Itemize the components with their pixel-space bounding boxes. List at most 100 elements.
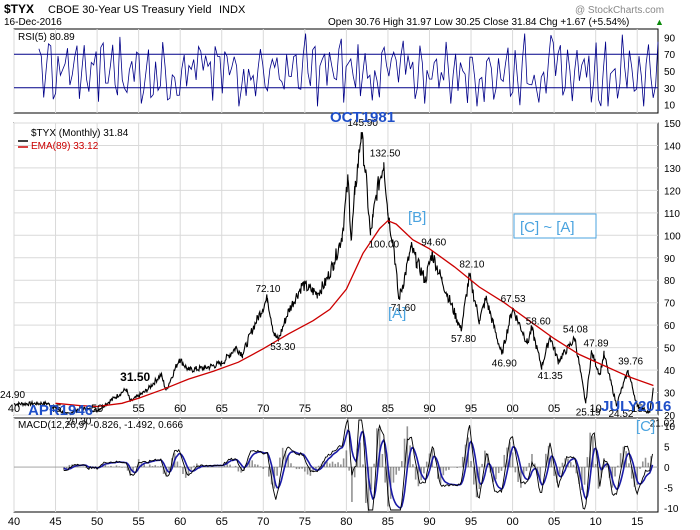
x-tick-label: 60 bbox=[174, 403, 186, 415]
annotation-apr1946: APR1946 bbox=[28, 402, 93, 419]
x-tick-label: 70 bbox=[257, 403, 269, 415]
price-data-label: 31.50 bbox=[120, 370, 150, 384]
watermark: @ StockCharts.com bbox=[575, 5, 664, 16]
price-data-label: 132.50 bbox=[370, 148, 401, 159]
x-tick-label: 80 bbox=[340, 403, 352, 415]
annotation-wave-b: [B] bbox=[408, 209, 426, 226]
x-tick-label: 00 bbox=[506, 403, 518, 415]
x-tick-label: 80 bbox=[340, 516, 352, 528]
price-data-label: 46.90 bbox=[492, 359, 517, 370]
price-data-label: 24.90 bbox=[0, 390, 25, 401]
y-tick-label: 100 bbox=[664, 231, 681, 242]
x-tick-label: 45 bbox=[49, 516, 61, 528]
x-tick-label: 50 bbox=[91, 516, 103, 528]
y-tick-label: 110 bbox=[664, 209, 680, 220]
price-data-label: 47.89 bbox=[584, 338, 609, 349]
x-tick-label: 75 bbox=[299, 516, 311, 528]
macd-tick-label: 10 bbox=[664, 422, 676, 433]
price-data-label: 72.10 bbox=[255, 284, 280, 295]
price-data-label: 41.35 bbox=[538, 371, 563, 382]
y-tick-label: 120 bbox=[664, 186, 681, 197]
annotation-oct1981: OCT1981 bbox=[330, 109, 395, 126]
x-tick-label: 85 bbox=[382, 403, 394, 415]
symbol-name: CBOE 30-Year US Treasury Yield bbox=[48, 4, 211, 16]
annotation-c-equals-a: [C] ~ [A] bbox=[520, 219, 575, 236]
price-data-label: 39.76 bbox=[618, 357, 643, 368]
rsi-tick-label: 30 bbox=[664, 84, 676, 95]
y-tick-label: 30 bbox=[664, 389, 676, 400]
macd-tick-label: -10 bbox=[664, 504, 679, 515]
x-tick-label: 90 bbox=[423, 516, 435, 528]
x-tick-label: 40 bbox=[8, 403, 20, 415]
y-tick-label: 150 bbox=[664, 119, 681, 130]
price-data-label: 25.19 bbox=[576, 407, 601, 418]
x-tick-label: 00 bbox=[506, 516, 518, 528]
x-tick-label: 95 bbox=[465, 403, 477, 415]
price-data-label: 71.60 bbox=[391, 303, 416, 314]
x-tick-label: 10 bbox=[590, 516, 602, 528]
price-data-label: 94.60 bbox=[421, 237, 446, 248]
x-tick-label: 15 bbox=[631, 403, 643, 415]
chart-date: 16-Dec-2016 bbox=[4, 17, 62, 28]
macd-tick-label: -5 bbox=[664, 483, 673, 494]
price-data-label: 57.80 bbox=[451, 334, 476, 345]
x-tick-label: 40 bbox=[8, 516, 20, 528]
macd-series-line bbox=[63, 418, 653, 511]
price-data-label: 54.08 bbox=[563, 324, 588, 335]
x-tick-label: 55 bbox=[133, 403, 145, 415]
y-tick-label: 90 bbox=[664, 254, 676, 265]
rsi-tick-label: 70 bbox=[664, 50, 676, 61]
y-tick-label: 40 bbox=[664, 366, 676, 377]
x-tick-label: 05 bbox=[548, 516, 560, 528]
ema-series-line bbox=[55, 219, 654, 408]
x-tick-label: 75 bbox=[299, 403, 311, 415]
annotation-july2016: JULY2016 bbox=[601, 398, 671, 415]
ohlc-summary: Open 30.76 High 31.97 Low 30.25 Close 31… bbox=[328, 17, 629, 28]
x-tick-label: 55 bbox=[133, 516, 145, 528]
x-tick-label: 70 bbox=[257, 516, 269, 528]
ema-legend: EMA(89) 33.12 bbox=[31, 141, 99, 152]
rsi-tick-label: 50 bbox=[664, 67, 676, 78]
x-tick-label: 65 bbox=[216, 516, 228, 528]
x-tick-label: 60 bbox=[174, 516, 186, 528]
y-tick-label: 20 bbox=[664, 411, 676, 422]
y-tick-label: 130 bbox=[664, 164, 681, 175]
macd-signal-line bbox=[63, 429, 654, 510]
price-data-label: 20.30 bbox=[66, 416, 91, 427]
y-tick-label: 70 bbox=[664, 299, 676, 310]
macd-tick-label: 5 bbox=[664, 443, 670, 454]
x-tick-label: 45 bbox=[49, 403, 61, 415]
macd-tick-label: 0 bbox=[664, 463, 670, 474]
x-tick-label: 65 bbox=[216, 403, 228, 415]
x-tick-label: 90 bbox=[423, 403, 435, 415]
y-tick-label: 80 bbox=[664, 276, 676, 287]
y-tick-label: 140 bbox=[664, 141, 681, 152]
annotation-wave-a: [A] bbox=[388, 305, 406, 322]
rsi-tick-label: 10 bbox=[664, 101, 676, 112]
x-tick-label: 10 bbox=[590, 403, 602, 415]
y-tick-label: 50 bbox=[664, 344, 676, 355]
price-data-label: 67.53 bbox=[501, 294, 526, 305]
symbol: $TYX bbox=[4, 2, 34, 16]
price-data-label: 24.52 bbox=[608, 409, 633, 420]
rsi-tick-label: 90 bbox=[664, 33, 676, 44]
price-series-line bbox=[13, 132, 654, 416]
price-data-label: 100.00 bbox=[368, 239, 399, 250]
x-tick-label: 05 bbox=[548, 403, 560, 415]
x-tick-label: 95 bbox=[465, 516, 477, 528]
rsi-legend: RSI(5) 80.89 bbox=[18, 32, 75, 43]
annotation-wave-c: [C] bbox=[636, 418, 655, 435]
price-data-label: 58.60 bbox=[526, 316, 551, 327]
x-tick-label: 85 bbox=[382, 516, 394, 528]
price-data-label: 82.10 bbox=[459, 260, 484, 271]
rsi-series-line bbox=[38, 33, 659, 107]
y-tick-label: 60 bbox=[664, 321, 676, 332]
up-arrow-icon: ▲ bbox=[655, 17, 664, 27]
macd-legend: MACD(12,26,9) -0.826, -1.492, 0.666 bbox=[18, 420, 184, 431]
x-tick-label: 50 bbox=[91, 403, 103, 415]
x-tick-label: 15 bbox=[631, 516, 643, 528]
exchange: INDX bbox=[219, 4, 246, 16]
price-data-label: 145.90 bbox=[347, 118, 378, 129]
annotation-box bbox=[513, 213, 597, 239]
